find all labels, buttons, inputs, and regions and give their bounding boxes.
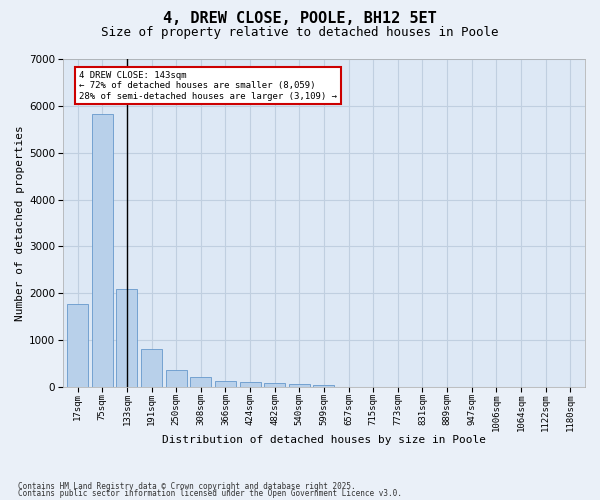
Bar <box>141 348 162 387</box>
Bar <box>239 382 260 387</box>
X-axis label: Distribution of detached houses by size in Poole: Distribution of detached houses by size … <box>162 435 486 445</box>
Bar <box>116 289 137 387</box>
Y-axis label: Number of detached properties: Number of detached properties <box>15 125 25 321</box>
Bar <box>313 386 334 387</box>
Bar <box>166 370 187 387</box>
Text: Size of property relative to detached houses in Poole: Size of property relative to detached ho… <box>101 26 499 39</box>
Bar <box>264 383 285 387</box>
Text: 4, DREW CLOSE, POOLE, BH12 5ET: 4, DREW CLOSE, POOLE, BH12 5ET <box>163 11 437 26</box>
Text: Contains HM Land Registry data © Crown copyright and database right 2025.: Contains HM Land Registry data © Crown c… <box>18 482 356 491</box>
Bar <box>92 114 113 387</box>
Text: 4 DREW CLOSE: 143sqm
← 72% of detached houses are smaller (8,059)
28% of semi-de: 4 DREW CLOSE: 143sqm ← 72% of detached h… <box>79 70 337 101</box>
Text: Contains public sector information licensed under the Open Government Licence v3: Contains public sector information licen… <box>18 490 402 498</box>
Bar <box>67 304 88 387</box>
Bar <box>289 384 310 387</box>
Bar <box>190 377 211 387</box>
Bar <box>215 381 236 387</box>
